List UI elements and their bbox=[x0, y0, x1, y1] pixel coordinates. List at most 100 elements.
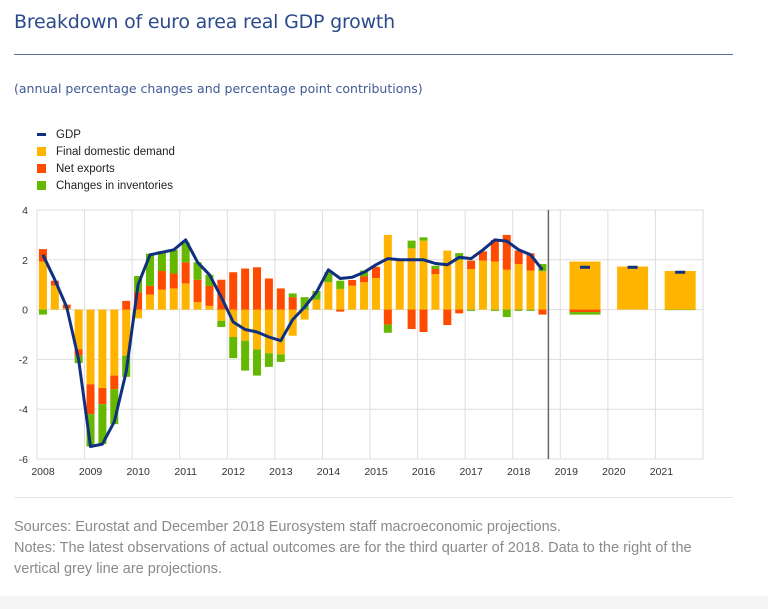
y-tick-label: -4 bbox=[19, 404, 28, 416]
chart-notes: Sources: Eurostat and December 2018 Euro… bbox=[14, 517, 734, 580]
bar-final-domestic-demand bbox=[336, 288, 345, 310]
bar-changes-in-inventories bbox=[419, 237, 428, 241]
bar-net-exports bbox=[502, 234, 511, 270]
bar-net-exports bbox=[253, 267, 262, 310]
bar-changes-in-inventories bbox=[264, 353, 273, 367]
x-tick-label: 2016 bbox=[412, 466, 436, 478]
chart-title: Breakdown of euro area real GDP growth bbox=[14, 11, 396, 33]
y-tick-label: -2 bbox=[19, 354, 28, 366]
x-tick-label: 2021 bbox=[650, 466, 674, 478]
bar-changes-in-inventories bbox=[407, 240, 416, 249]
bar-final-domestic-demand bbox=[181, 283, 190, 310]
bar-final-domestic-demand bbox=[514, 264, 523, 310]
bar-final-domestic-demand bbox=[569, 261, 601, 310]
bar-final-domestic-demand bbox=[490, 261, 499, 310]
bar-final-domestic-demand bbox=[50, 285, 59, 310]
legend-label: Final domestic demand bbox=[56, 145, 175, 158]
legend-item-nx: Net exports bbox=[37, 160, 175, 177]
bar-final-domestic-demand bbox=[371, 277, 380, 310]
x-tick-label: 2010 bbox=[126, 466, 150, 478]
bar-final-domestic-demand bbox=[169, 288, 178, 310]
bar-changes-in-inventories bbox=[276, 354, 285, 362]
bar-changes-in-inventories bbox=[312, 290, 321, 300]
chart-subtitle: (annual percentage changes and percentag… bbox=[14, 81, 423, 96]
bar-net-exports bbox=[336, 309, 345, 312]
bar-changes-in-inventories bbox=[502, 309, 511, 318]
bar-changes-in-inventories bbox=[169, 249, 178, 274]
bar-final-domestic-demand bbox=[312, 299, 321, 310]
bar-net-exports bbox=[348, 279, 357, 286]
bar-final-domestic-demand bbox=[443, 250, 452, 310]
bar-final-domestic-demand bbox=[431, 273, 440, 310]
y-tick-label: 2 bbox=[22, 255, 28, 267]
bar-net-exports bbox=[569, 309, 601, 313]
bar-net-exports bbox=[193, 279, 202, 303]
legend-label: Net exports bbox=[56, 162, 115, 175]
bar-net-exports bbox=[360, 276, 369, 283]
bar-net-exports bbox=[74, 349, 83, 356]
gdp-chart: -6 -4 -2 0 2 4 2008 2009 2010 2011 2012 2013 2014 201… bbox=[19, 205, 704, 478]
bar-final-domestic-demand bbox=[383, 234, 392, 310]
bar-net-exports bbox=[229, 272, 238, 310]
bar-net-exports bbox=[110, 375, 119, 390]
bar-final-domestic-demand bbox=[360, 282, 369, 310]
y-tick-label: -6 bbox=[19, 454, 28, 466]
legend-swatch-gdp bbox=[37, 133, 46, 136]
bar-net-exports bbox=[371, 266, 380, 278]
bar-net-exports bbox=[419, 309, 428, 333]
legend-swatch-inv bbox=[37, 181, 46, 190]
notes-text: Notes: The latest observations of actual… bbox=[14, 540, 692, 577]
bar-changes-in-inventories bbox=[241, 340, 250, 371]
x-tick-label: 2015 bbox=[364, 466, 388, 478]
x-tick-label: 2020 bbox=[602, 466, 626, 478]
bar-final-domestic-demand bbox=[407, 248, 416, 310]
bar-changes-in-inventories bbox=[98, 404, 107, 445]
bar-final-domestic-demand bbox=[86, 309, 95, 385]
bar-final-domestic-demand bbox=[217, 309, 226, 321]
bar-final-domestic-demand bbox=[134, 309, 143, 319]
bar-net-exports bbox=[431, 269, 440, 274]
bar-final-domestic-demand bbox=[98, 309, 107, 389]
x-tick-label: 2009 bbox=[79, 466, 103, 478]
bar-changes-in-inventories bbox=[86, 414, 95, 447]
bar-changes-in-inventories bbox=[205, 274, 214, 286]
bar-final-domestic-demand bbox=[348, 285, 357, 310]
legend-swatch-nx bbox=[37, 164, 46, 173]
bar-changes-in-inventories bbox=[253, 349, 262, 376]
bar-changes-in-inventories bbox=[229, 336, 238, 359]
bar-changes-in-inventories bbox=[526, 309, 535, 311]
bar-final-domestic-demand bbox=[467, 269, 476, 310]
bar-net-exports bbox=[478, 251, 487, 261]
y-tick-label: 0 bbox=[22, 305, 28, 317]
bar-final-domestic-demand bbox=[502, 269, 511, 310]
bar-changes-in-inventories bbox=[181, 242, 190, 263]
bar-final-domestic-demand bbox=[538, 271, 547, 310]
bar-changes-in-inventories bbox=[288, 293, 297, 298]
bar-net-exports bbox=[98, 388, 107, 405]
bar-changes-in-inventories bbox=[514, 309, 523, 311]
bar-final-domestic-demand bbox=[253, 309, 262, 350]
x-tick-label: 2019 bbox=[555, 466, 579, 478]
legend: GDP Final domestic demand Net exports Ch… bbox=[37, 126, 175, 194]
bar-final-domestic-demand bbox=[157, 289, 166, 310]
bar-final-domestic-demand bbox=[276, 309, 285, 355]
bar-final-domestic-demand bbox=[664, 271, 696, 310]
bar-net-exports bbox=[169, 273, 178, 289]
legend-item-inv: Changes in inventories bbox=[37, 177, 175, 194]
legend-item-fdd: Final domestic demand bbox=[37, 143, 175, 160]
gdp-line bbox=[41, 238, 544, 448]
bar-changes-in-inventories bbox=[324, 272, 333, 283]
bar-changes-in-inventories bbox=[431, 265, 440, 270]
legend-swatch-fdd bbox=[37, 147, 46, 156]
bar-changes-in-inventories bbox=[217, 320, 226, 328]
bar-final-domestic-demand bbox=[122, 309, 131, 356]
bar-net-exports bbox=[490, 239, 499, 262]
bar-final-domestic-demand bbox=[288, 309, 297, 336]
bar-final-domestic-demand bbox=[617, 266, 649, 310]
x-tick-label: 2018 bbox=[507, 466, 531, 478]
bar-changes-in-inventories bbox=[110, 389, 119, 425]
bar-changes-in-inventories bbox=[157, 251, 166, 272]
x-tick-label: 2014 bbox=[317, 466, 341, 478]
bar-final-domestic-demand bbox=[300, 309, 309, 320]
bar-net-exports bbox=[467, 260, 476, 270]
